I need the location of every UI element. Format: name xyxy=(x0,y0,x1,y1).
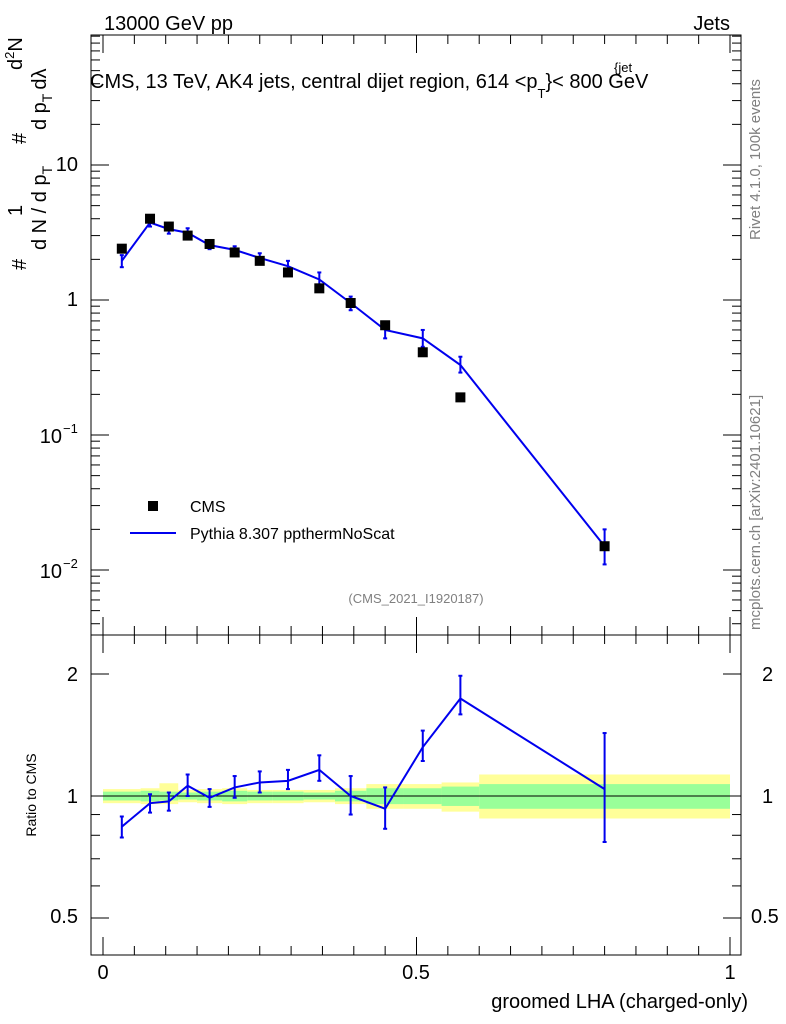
ratio-ytick-05-right: 0.5 xyxy=(751,906,779,928)
mcplots-label: mcplots.cern.ch [arXiv:2401.10621] xyxy=(747,395,764,630)
svg-text:1: 1 xyxy=(5,205,27,216)
ylabel-n: N xyxy=(5,37,27,51)
title-sub: T xyxy=(538,86,546,101)
svg-text:#: # xyxy=(9,132,31,144)
cms-data-point xyxy=(145,213,156,224)
pythia-series-line xyxy=(121,221,606,547)
cms-data-point xyxy=(254,255,265,266)
cms-data-point xyxy=(345,298,356,309)
ratio-ylabel: Ratio to CMS xyxy=(23,753,39,836)
cms-data-point xyxy=(116,243,127,254)
ytick-0-01: 10 xyxy=(40,561,62,583)
main-frame xyxy=(90,34,742,636)
title-end: }< 800 GeV xyxy=(545,71,649,93)
ylabel-dp: d p xyxy=(29,102,51,130)
ylabel-hash2: # xyxy=(9,132,31,144)
svg-text:d2N: d2N xyxy=(2,37,27,70)
legend-pythia-label: Pythia 8.307 ppthermNoScat xyxy=(190,526,395,543)
ylabel-dlambda: dλ xyxy=(29,69,51,90)
ylabel-2: 2 xyxy=(2,52,17,59)
cms-data-point xyxy=(182,230,193,241)
ytick-0-1-exp: −1 xyxy=(63,421,78,436)
cms-data-point xyxy=(314,283,325,294)
ytick-0-1-base: 10 xyxy=(40,426,62,448)
legend-cms-marker xyxy=(148,501,158,511)
legend-cms-label: CMS xyxy=(190,499,226,516)
ylabel-t2: T xyxy=(39,93,55,102)
ytick-0-1: 10 xyxy=(40,426,62,448)
ylabel-t1: T xyxy=(39,165,55,174)
plot-layer xyxy=(91,35,741,955)
svg-text:d N / d pT: d N / d pT xyxy=(29,165,55,250)
ylabel-d: d xyxy=(5,59,27,70)
xtick-0-5: 0.5 xyxy=(402,962,430,984)
ylabel-hash1: # xyxy=(9,258,31,270)
cms-data-point xyxy=(163,221,174,232)
ytick-10: 10 xyxy=(56,154,78,176)
header-right: Jets xyxy=(693,13,730,35)
ylabel-one: 1 xyxy=(5,205,27,216)
ratio-ytick-2-right: 2 xyxy=(762,664,773,686)
chart-title: CMS, 13 TeV, AK4 jets, central dijet reg… xyxy=(90,71,649,101)
legend: CMS Pythia 8.307 ppthermNoScat xyxy=(130,499,395,543)
cms-data-point xyxy=(599,541,610,552)
title-main: CMS, 13 TeV, AK4 jets, central dijet reg… xyxy=(90,71,538,93)
title-sup: {jet xyxy=(614,60,632,75)
cms-data-point xyxy=(204,238,215,249)
ytick-0-01-base: 10 xyxy=(40,561,62,583)
rivet-label: Rivet 4.1.0, 100k events xyxy=(747,79,764,240)
ratio-ytick-1-right: 1 xyxy=(762,786,773,808)
svg-text:#: # xyxy=(9,258,31,270)
main-ylabel: # 1 d N / d pT # d2N d pTdλ xyxy=(2,37,55,270)
x-axis-label: groomed LHA (charged-only) xyxy=(491,991,748,1013)
cms-data-point xyxy=(455,392,466,403)
ratio-ytick-05: 0.5 xyxy=(50,906,78,928)
ratio-ytick-2: 2 xyxy=(67,664,78,686)
cms-data-point xyxy=(380,320,391,331)
xtick-0: 0 xyxy=(97,962,108,984)
xtick-1: 1 xyxy=(724,962,735,984)
ytick-1: 1 xyxy=(67,289,78,311)
cms-data-point xyxy=(417,347,428,358)
analysis-label: (CMS_2021_I1920187) xyxy=(348,591,483,606)
cms-data-point xyxy=(229,247,240,258)
cms-data-point xyxy=(282,267,293,278)
ratio-series-line xyxy=(121,697,606,828)
ylabel-dn: d N / d p xyxy=(29,174,51,250)
svg-text:d pTdλ: d pTdλ xyxy=(29,69,55,131)
ytick-0-01-exp: −2 xyxy=(63,556,78,571)
ratio-ytick-1: 1 xyxy=(67,786,78,808)
header-left: 13000 GeV pp xyxy=(104,13,233,35)
